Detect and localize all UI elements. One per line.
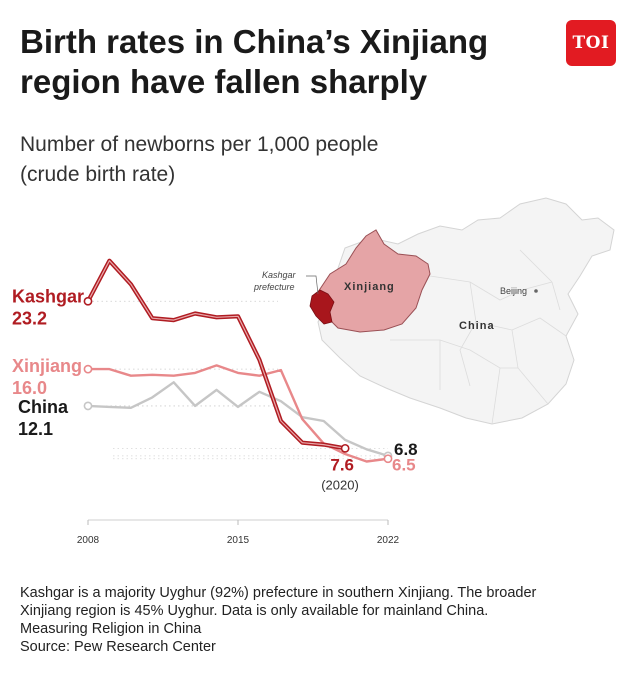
start-value-china: 12.1 [18,419,53,439]
series-line-xinjiang [88,364,389,463]
source-note: Source: Pew Research Center [20,639,216,655]
chart-footer: Kashgar is a majority Uyghur (92%) prefe… [20,584,620,656]
footnote-line-1: Kashgar is a majority Uyghur (92%) prefe… [20,585,537,601]
footnote-line-3: Measuring Religion in China [20,621,202,637]
beijing-label: Beijing [500,286,527,296]
province-borders [390,249,567,425]
chart-title: Birth rates in China’s Xinjiang region h… [20,22,560,102]
title-line-2: region have fallen sharply [20,63,428,100]
start-value-xinjiang: 16.0 [12,378,47,398]
series-point-kashgar-start [83,296,93,306]
kashgar-leader-line [306,275,319,295]
logo-text: TOI [572,33,610,53]
series-point-china-start [83,401,93,411]
beijing-dot [534,289,538,293]
series-point-kashgar-end [340,443,350,453]
end-value-kashgar: 7.6 [330,456,354,475]
x-tick-label-2008: 2008 [77,535,100,546]
kashgar-region [309,289,335,325]
birth-rate-chart: Beijing China Xinjiang Kashgar prefectur… [12,197,615,546]
toi-logo: TOI [566,20,616,66]
series-line-china [87,381,389,458]
x-tick-label-2022: 2022 [377,535,400,546]
subtitle-line-2: (crude birth rate) [20,163,176,186]
kashgar-map-label-line-1: Kashgar [262,270,297,280]
series-line-kashgar-inner [87,260,346,449]
series-line-kashgar-outer [86,258,346,451]
x-axis: 2008 2015 2022 [77,519,400,546]
series-name-kashgar: Kashgar [12,286,84,306]
chart-guides [88,300,388,460]
footnote-line-2: Xinjiang region is 45% Uyghur. Data is o… [20,603,489,619]
xinjiang-map: Xinjiang Kashgar prefecture [253,229,431,333]
china-map-label: China [459,320,495,332]
end-value-xinjiang: 6.5 [392,456,416,475]
chart-subtitle: Number of newborns per 1,000 people (cru… [20,130,580,190]
series-name-china: China [18,397,69,417]
series-lines [83,258,393,464]
subtitle-line-1: Number of newborns per 1,000 people [20,133,379,156]
end-value-china: 6.8 [394,440,418,459]
series-point-xinjiang-end [383,454,393,464]
xinjiang-map-label: Xinjiang [344,281,395,293]
title-line-1: Birth rates in China’s Xinjiang [20,23,489,60]
series-point-xinjiang-start [83,364,93,374]
start-value-kashgar: 23.2 [12,308,47,328]
end-note-kashgar: (2020) [321,478,359,493]
x-tick-label-2015: 2015 [227,535,250,546]
kashgar-map-label-line-2: prefecture [253,282,295,292]
series-name-xinjiang: Xinjiang [12,356,82,376]
xinjiang-region [313,229,431,333]
